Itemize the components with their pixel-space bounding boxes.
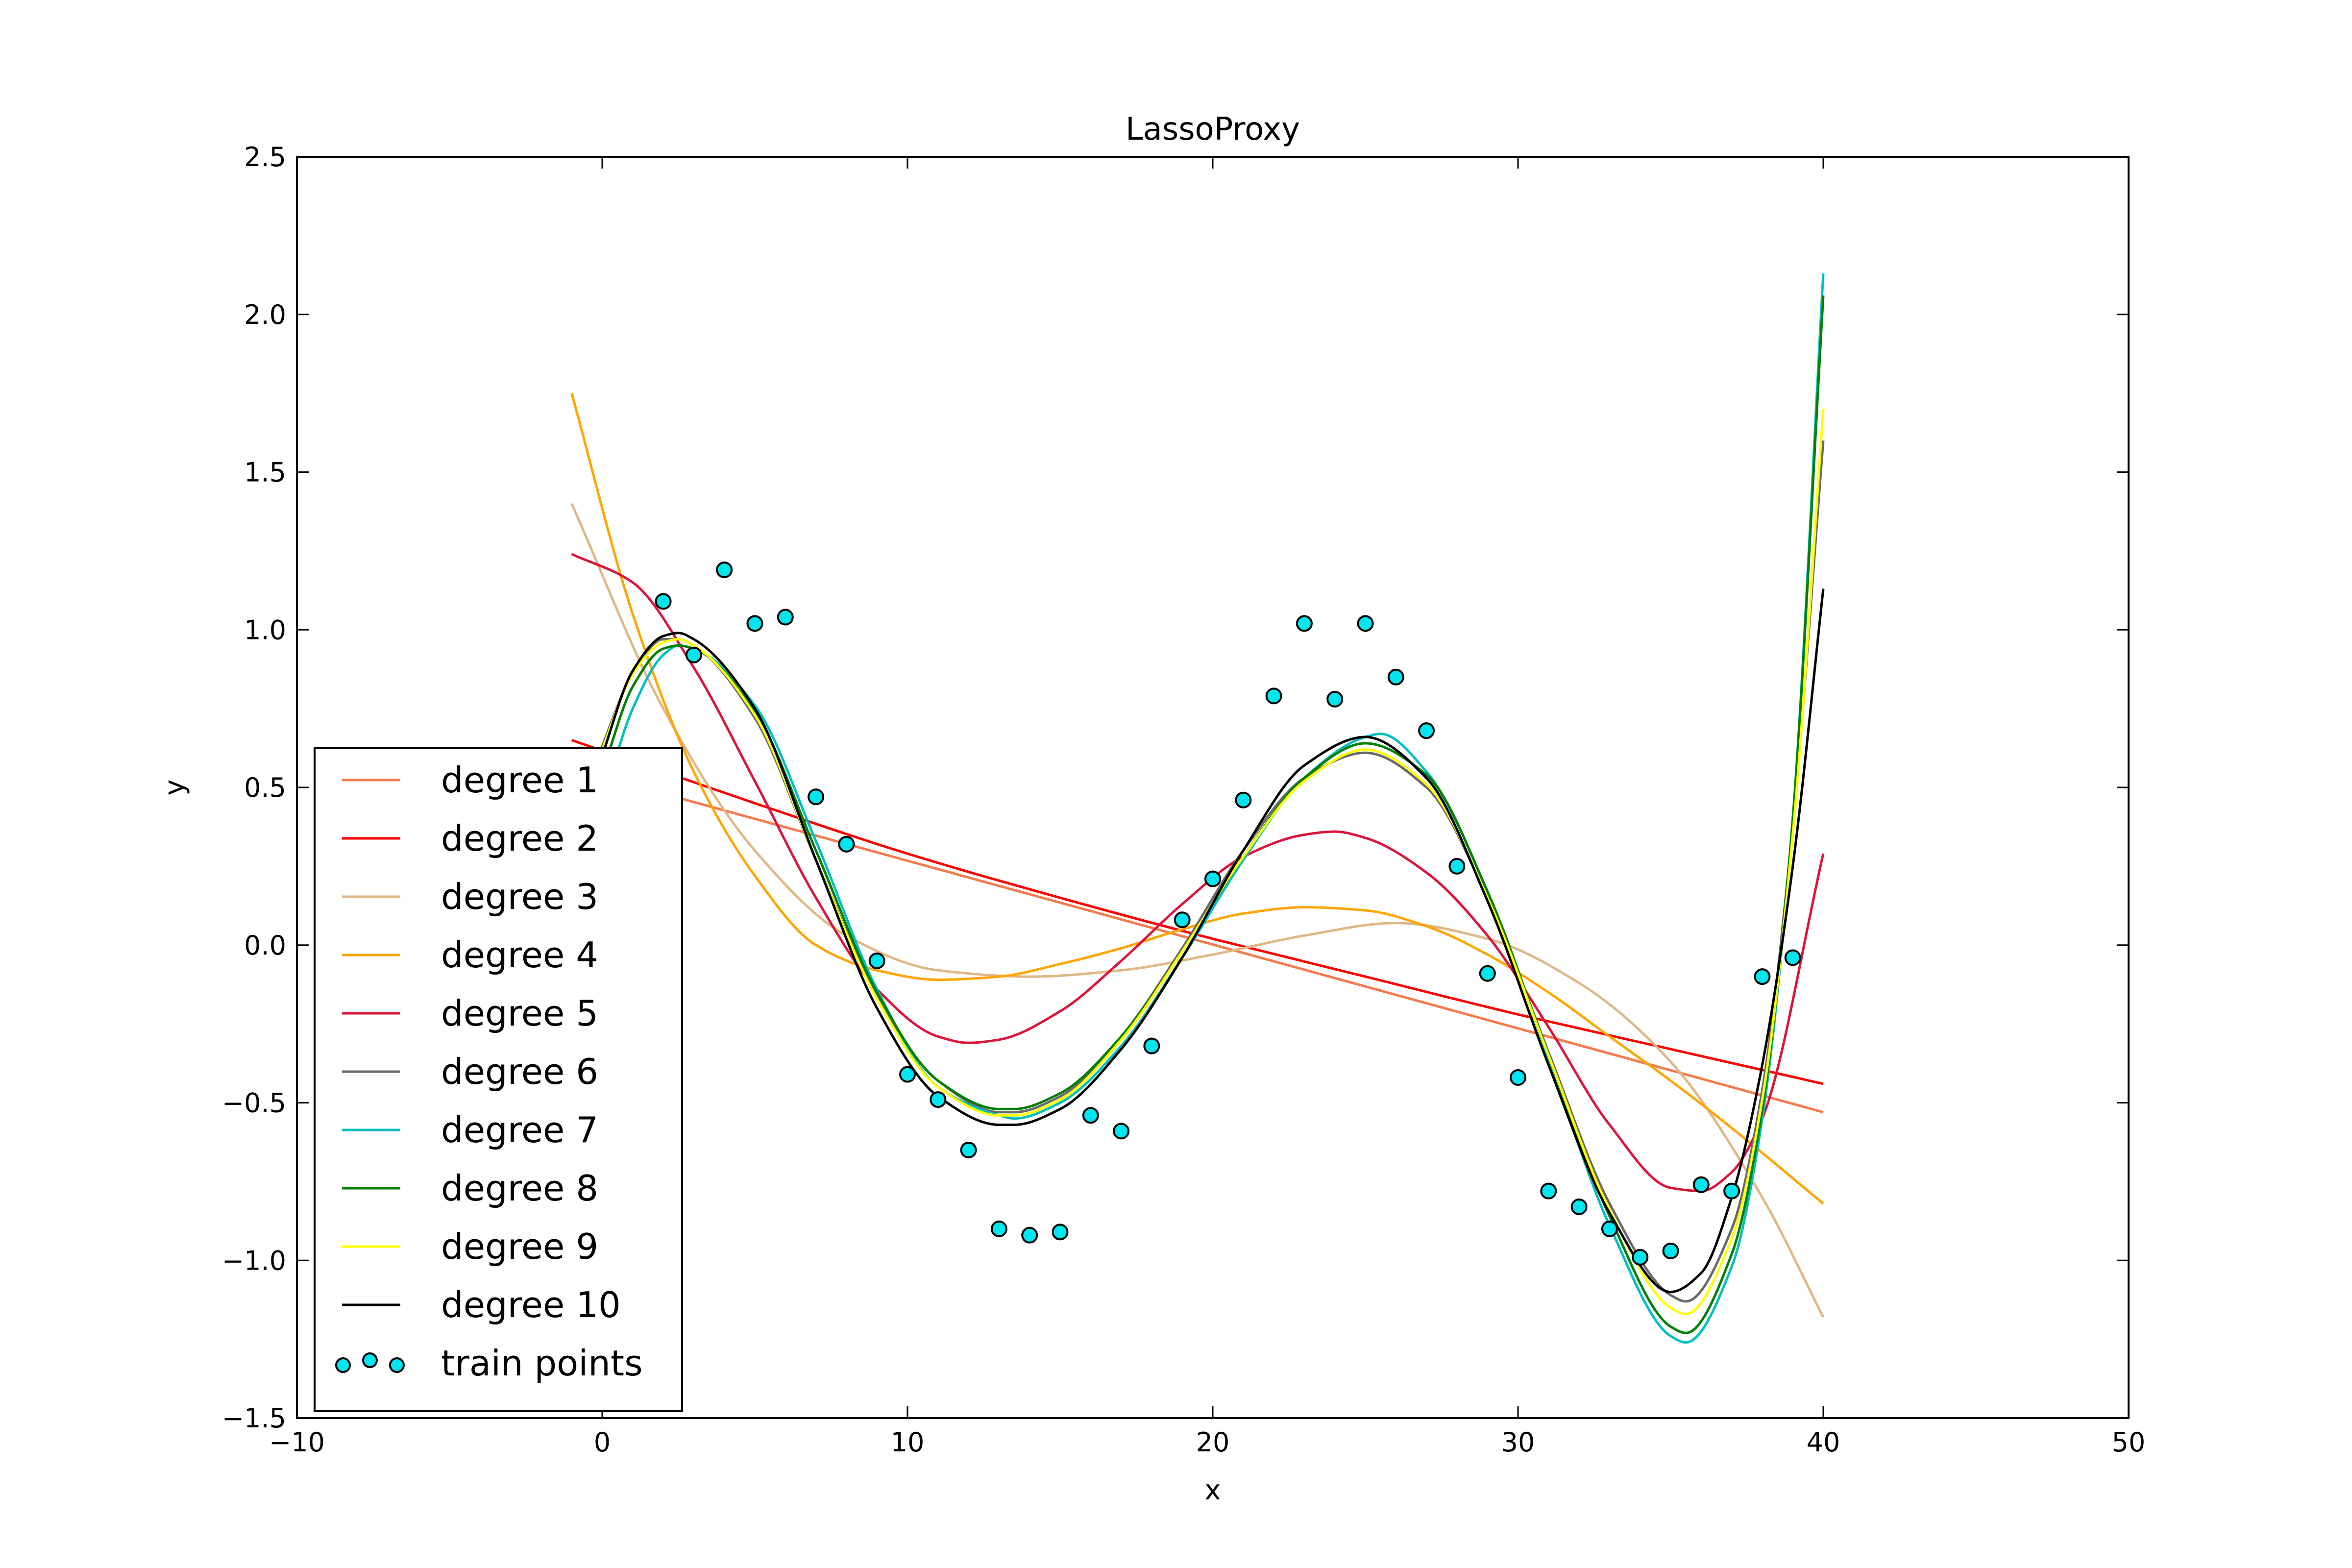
legend-label: degree 10 — [441, 1284, 621, 1325]
y-tick-label: 2.0 — [244, 299, 286, 330]
legend-label: degree 7 — [441, 1109, 598, 1151]
x-axis-label: x — [1204, 1474, 1221, 1506]
train-point — [685, 646, 702, 663]
train-point — [1601, 1220, 1618, 1237]
legend-label: degree 2 — [441, 818, 598, 859]
train-point — [1326, 690, 1344, 708]
train-point — [868, 952, 885, 969]
train-point — [1540, 1182, 1557, 1200]
train-point — [838, 835, 855, 853]
x-tick-label: 0 — [594, 1427, 611, 1458]
legend-scatter-marker — [389, 1357, 405, 1373]
train-point — [1723, 1182, 1740, 1200]
train-point — [1570, 1198, 1588, 1215]
legend-box — [314, 747, 683, 1412]
train-point — [1357, 615, 1374, 632]
legend-label: train points — [441, 1343, 643, 1384]
series-line-degree-2 — [571, 739, 1824, 1085]
train-point — [1754, 968, 1771, 985]
legend-label: degree 5 — [441, 993, 598, 1034]
scatter-layer — [655, 561, 1801, 1266]
y-tick-label: 1.5 — [244, 457, 286, 488]
series-line-degree-9 — [570, 409, 1825, 1316]
legend-label: degree 6 — [441, 1051, 598, 1092]
legend-label: degree 8 — [441, 1168, 598, 1209]
y-tick-label: 1.0 — [244, 614, 286, 645]
train-point — [1113, 1123, 1130, 1140]
series-line-degree-1 — [571, 767, 1824, 1114]
y-tick-label: −1.0 — [222, 1245, 286, 1276]
y-tick-label: 2.5 — [244, 142, 286, 172]
train-point — [1784, 949, 1801, 966]
train-point — [777, 609, 794, 626]
train-point — [1143, 1037, 1160, 1054]
x-axis: −10 0 10 20 30 40 50 — [269, 157, 2145, 1458]
train-point — [960, 1142, 977, 1159]
x-tick-label: 50 — [2112, 1427, 2146, 1458]
legend-label: degree 3 — [441, 876, 598, 917]
train-point — [808, 788, 825, 806]
train-point — [1387, 668, 1404, 686]
train-point — [1692, 1176, 1710, 1193]
train-point — [1632, 1249, 1649, 1266]
legend-scatter-marker — [362, 1352, 378, 1368]
legend: degree 1 degree 2 degree 3 degree 4 degree 5… — [314, 747, 683, 1412]
x-tick-label: −10 — [269, 1427, 325, 1458]
train-point — [1448, 858, 1466, 875]
train-point — [930, 1091, 947, 1108]
train-point — [1082, 1107, 1099, 1124]
y-axis-label: y — [159, 779, 191, 795]
train-point — [1021, 1226, 1038, 1244]
x-tick-label: 10 — [891, 1427, 925, 1458]
series-line-degree-3 — [570, 503, 1825, 1318]
y-tick-label: −1.5 — [222, 1403, 286, 1434]
chart-title: LassoProxy — [1126, 111, 1300, 147]
train-point — [1204, 870, 1221, 887]
x-tick-label: 30 — [1501, 1427, 1535, 1458]
series-layer — [570, 273, 1825, 1344]
train-point — [1265, 687, 1282, 705]
train-point — [746, 615, 763, 632]
y-axis: −1.5 −1.0 −0.5 0.0 0.5 1.0 1.5 2.0 2.5 — [222, 142, 2129, 1434]
train-point — [1174, 911, 1191, 929]
legend-label: degree 4 — [441, 934, 598, 976]
legend-label: degree 1 — [441, 760, 598, 801]
y-tick-label: −0.5 — [222, 1088, 286, 1119]
train-point — [1510, 1069, 1526, 1086]
series-line-degree-4 — [570, 392, 1824, 1205]
legend-scatter-marker — [335, 1357, 351, 1373]
x-tick-label: 40 — [1807, 1427, 1840, 1458]
series-line-degree-10 — [570, 588, 1825, 1294]
legend-label: degree 9 — [441, 1226, 598, 1267]
train-point — [716, 561, 733, 578]
train-point — [1479, 965, 1496, 982]
train-point — [1235, 791, 1252, 808]
train-point — [990, 1220, 1007, 1237]
train-point — [1052, 1224, 1069, 1241]
train-point — [899, 1066, 916, 1083]
y-tick-label: 0.0 — [244, 930, 286, 961]
train-point — [1662, 1242, 1679, 1259]
train-point — [1418, 722, 1435, 739]
train-point — [655, 593, 672, 610]
x-tick-label: 20 — [1196, 1427, 1230, 1458]
y-tick-label: 0.5 — [244, 772, 286, 803]
train-point — [1296, 615, 1313, 632]
